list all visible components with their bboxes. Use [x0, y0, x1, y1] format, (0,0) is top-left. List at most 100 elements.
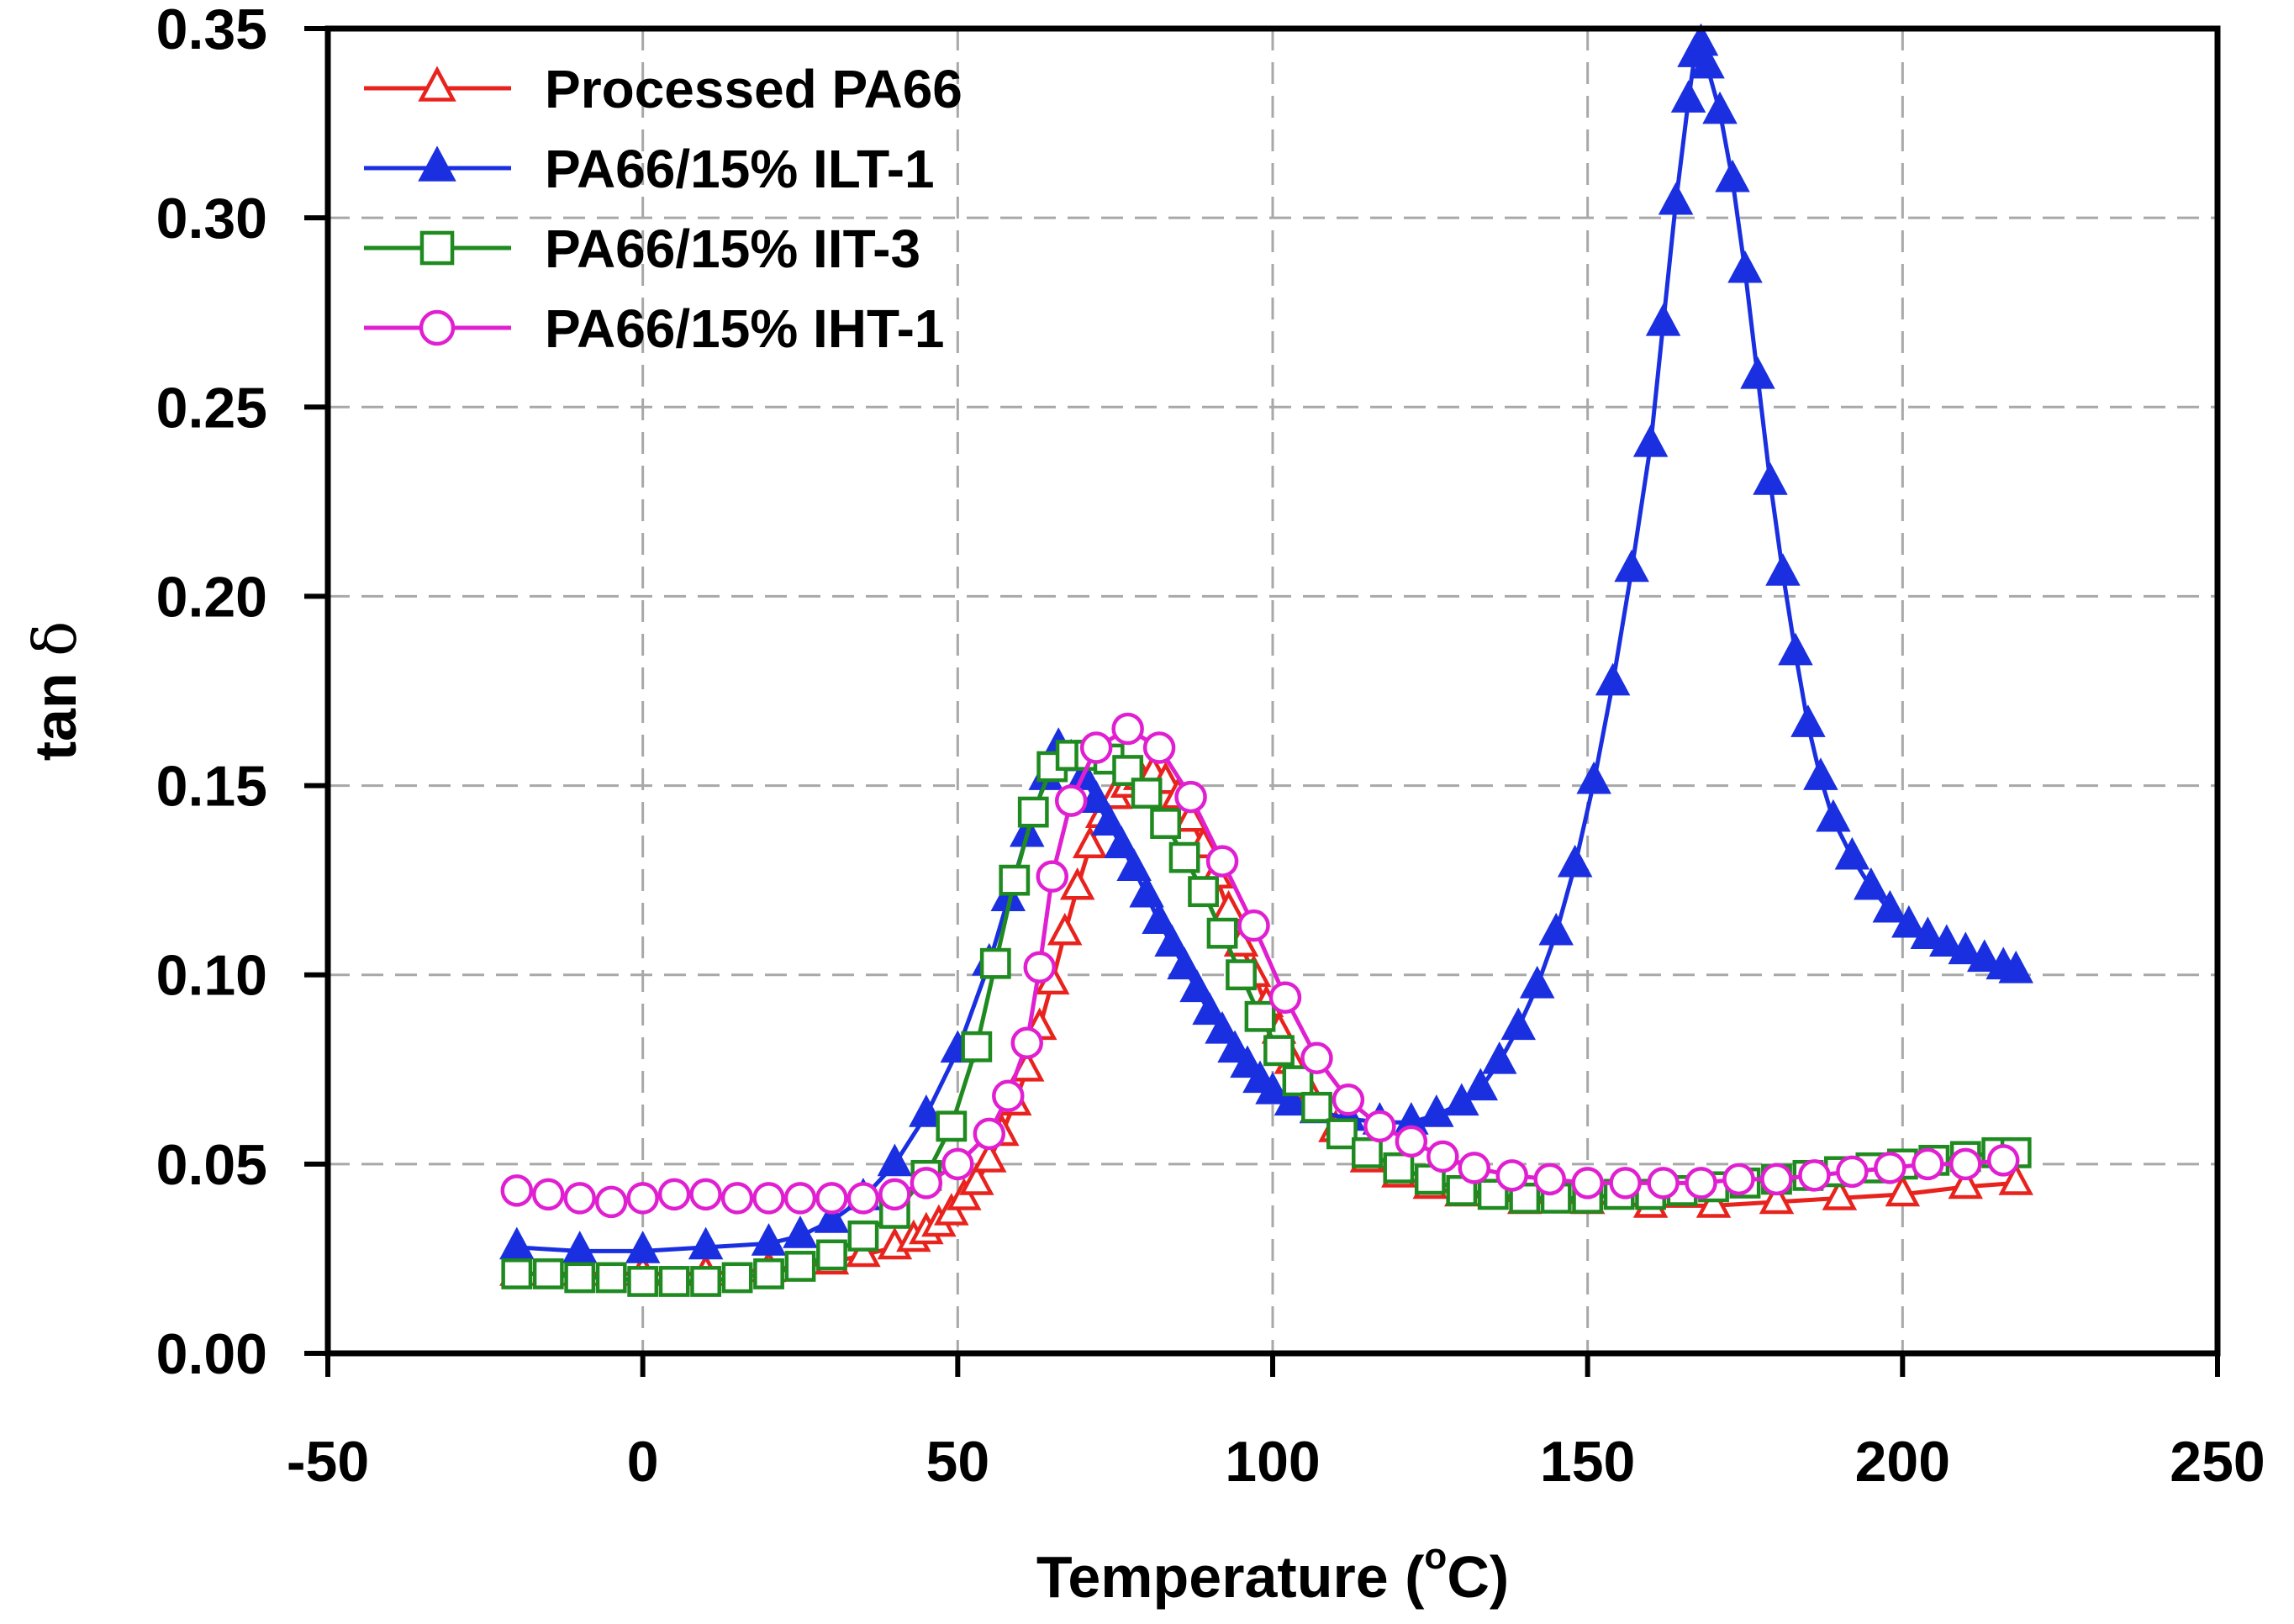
- data-point: [501, 1258, 533, 1289]
- data-point: [1446, 1174, 1478, 1206]
- x-tick-label: -50: [287, 1430, 369, 1494]
- data-point: [419, 309, 456, 346]
- data-point: [1104, 825, 1139, 858]
- y-tick-label: 0.25: [156, 376, 267, 440]
- data-point: [1111, 712, 1144, 746]
- data-point: [1301, 1091, 1332, 1123]
- data-point: [1695, 1185, 1732, 1218]
- data-point: [1740, 356, 1775, 389]
- data-point: [1948, 931, 1984, 965]
- data-point: [1557, 844, 1593, 878]
- data-point: [752, 1182, 785, 1215]
- data-point: [1765, 553, 1801, 586]
- data-point: [688, 1226, 724, 1260]
- data-point: [720, 1182, 754, 1215]
- data-point: [1154, 924, 1189, 957]
- data-point: [1047, 912, 1083, 946]
- data-point: [1131, 778, 1163, 809]
- data-point: [1091, 803, 1126, 836]
- data-point: [959, 1163, 994, 1195]
- data-point: [1571, 1167, 1604, 1200]
- data-point: [1538, 912, 1574, 946]
- data-point: [1966, 939, 2002, 973]
- legend-label: Processed PA66: [545, 59, 962, 119]
- data-point: [1078, 780, 1114, 813]
- data-point: [500, 1174, 534, 1207]
- data-point: [1205, 1010, 1240, 1044]
- y-axis-ticks: 0.00 0.05 0.10 0.15 0.20 0.25 0.30 0.35: [156, 0, 328, 1386]
- x-axis-title-prefix: Temperature (: [1036, 1544, 1425, 1610]
- data-point: [1326, 1118, 1358, 1150]
- data-point: [1790, 704, 1826, 737]
- data-point: [1167, 946, 1202, 980]
- data-point: [1500, 1007, 1537, 1041]
- data-point: [595, 1262, 627, 1294]
- data-point: [1834, 836, 1870, 870]
- data-point: [1017, 796, 1049, 828]
- data-point: [532, 1178, 565, 1211]
- data-point: [1237, 909, 1270, 942]
- data-point: [847, 1221, 879, 1252]
- x-tick-label: 100: [1225, 1430, 1320, 1494]
- data-point: [1753, 462, 1788, 495]
- data-point: [1929, 924, 1964, 957]
- data-point: [1263, 1035, 1295, 1067]
- data-point: [846, 1234, 881, 1268]
- data-point: [1142, 901, 1177, 935]
- data-point: [1683, 23, 1719, 56]
- data-point: [1179, 969, 1215, 1003]
- data-point: [1715, 159, 1750, 192]
- legend-label: PA66/15% ILT-1: [545, 139, 935, 199]
- x-tick-label: 150: [1540, 1430, 1635, 1494]
- data-point: [418, 66, 456, 102]
- data-point: [1702, 91, 1738, 124]
- data-point: [1614, 549, 1649, 583]
- data-point: [1722, 1163, 1755, 1196]
- data-point: [594, 1185, 628, 1219]
- legend-label: PA66/15% IIT-3: [545, 219, 920, 279]
- y-axis-title: tan δ: [21, 621, 90, 762]
- data-point: [961, 1031, 993, 1062]
- data-point: [1352, 1136, 1383, 1168]
- data-point: [936, 1110, 968, 1142]
- data-point: [1205, 845, 1239, 878]
- data-point: [751, 1223, 787, 1256]
- data-point: [1670, 80, 1706, 113]
- data-point: [1383, 1152, 1415, 1184]
- data-point: [657, 1178, 691, 1211]
- data-point: [1885, 1173, 1921, 1207]
- data-point: [627, 1266, 659, 1297]
- data-point: [992, 1079, 1025, 1113]
- x-axis-ticks: -50 0 50 100 150 200 250: [287, 1353, 2265, 1494]
- data-point: [1576, 761, 1611, 794]
- data-point: [1010, 1026, 1044, 1060]
- data-point: [1609, 1167, 1642, 1200]
- legend-item: PA66/15% IHT-1: [364, 298, 944, 359]
- data-point: [1255, 1071, 1290, 1105]
- data-point: [814, 1200, 850, 1233]
- x-tick-label: 0: [627, 1430, 659, 1494]
- legend-item: PA66/15% ILT-1: [364, 139, 935, 199]
- data-point: [1168, 841, 1200, 873]
- data-point: [972, 1140, 1007, 1173]
- legend-item: PA66/15% IIT-3: [364, 219, 920, 279]
- data-point: [418, 145, 456, 182]
- y-axis-title-main: tan: [23, 656, 88, 761]
- data-point: [658, 1266, 690, 1297]
- data-point: [562, 1231, 598, 1263]
- data-point: [1300, 1041, 1333, 1075]
- data-point: [1778, 632, 1813, 666]
- x-axis-title-superscript: o: [1424, 1536, 1447, 1577]
- data-point: [1495, 1159, 1528, 1192]
- data-point: [1986, 1144, 2020, 1177]
- data-point: [499, 1226, 535, 1260]
- y-axis-title-symbol: δ: [21, 621, 90, 656]
- data-point: [690, 1266, 722, 1297]
- data-point: [1658, 182, 1694, 215]
- x-tick-label: 250: [2170, 1430, 2265, 1494]
- data-point: [783, 1182, 817, 1215]
- legend-item: Processed PA66: [364, 59, 962, 119]
- data-point: [626, 1182, 659, 1215]
- data-point: [1395, 1125, 1428, 1158]
